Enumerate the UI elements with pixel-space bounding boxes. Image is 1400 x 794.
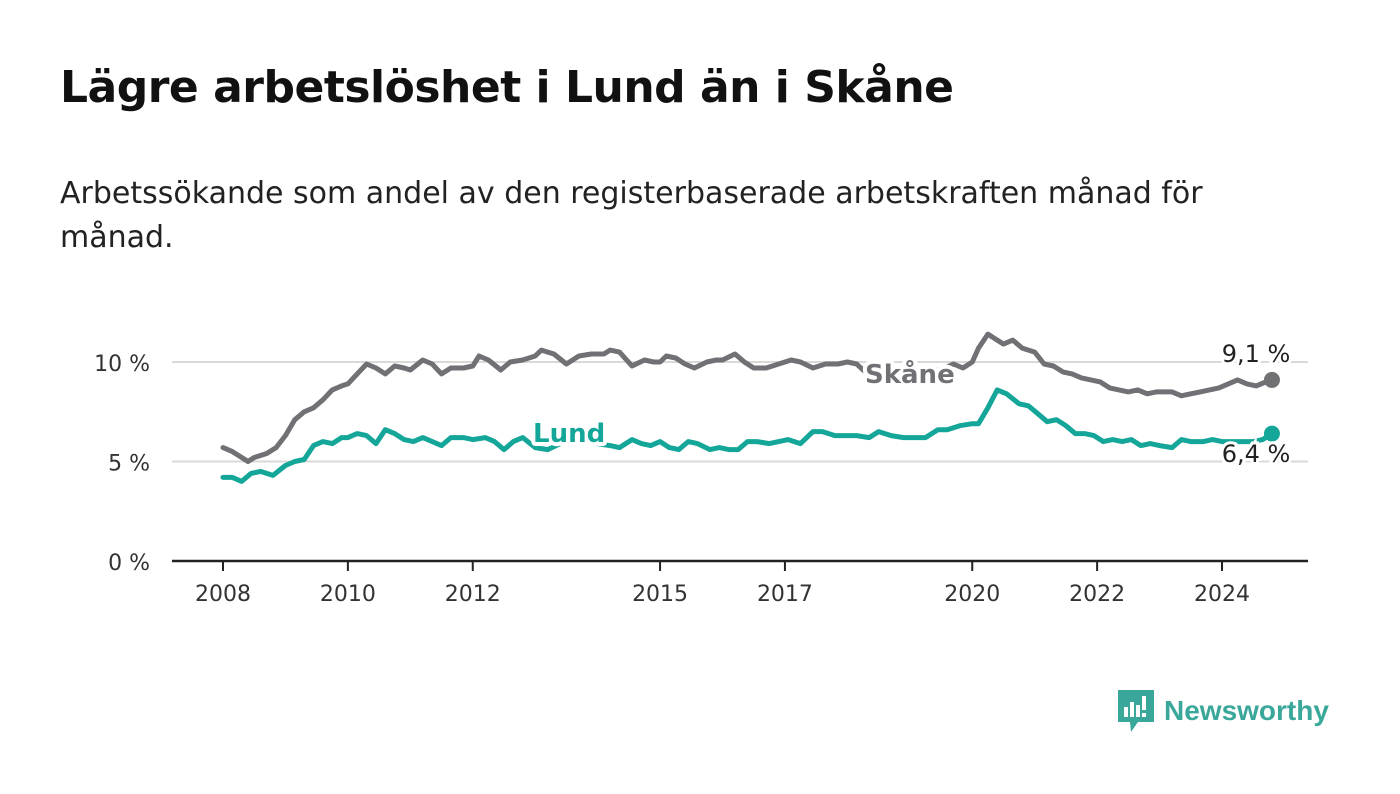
x-tick-label: 2022 bbox=[1069, 582, 1125, 607]
newsworthy-logo-icon bbox=[1118, 690, 1154, 732]
chart-subtitle: Arbetssökande som andel av den registerb… bbox=[60, 176, 1203, 255]
gridlines bbox=[172, 361, 1308, 463]
chart-title: Lägre arbetslöshet i Lund än i Skåne bbox=[60, 62, 954, 113]
y-tick-label: 10 % bbox=[94, 352, 150, 377]
end-point-lund bbox=[1263, 425, 1280, 442]
series-lines bbox=[220, 331, 1280, 484]
x-tick-label: 2020 bbox=[944, 582, 1000, 607]
series-label-lund: Lund bbox=[533, 419, 605, 449]
x-tick-label: 2010 bbox=[320, 582, 376, 607]
end-point-skane bbox=[1263, 371, 1280, 388]
end-label-skane: 9,1 % bbox=[1222, 340, 1291, 368]
series-labels: Skåne Lund 9,1 % 6,4 % bbox=[529, 337, 1293, 471]
series-line-skane bbox=[220, 331, 1275, 464]
y-tick-label: 5 % bbox=[108, 452, 150, 477]
end-label-lund: 6,4 % bbox=[1222, 440, 1291, 468]
y-tick-label: 0 % bbox=[108, 551, 150, 576]
series-label-skane: Skåne bbox=[865, 358, 955, 390]
series-line-lund bbox=[220, 387, 1275, 484]
x-tick-label: 2012 bbox=[445, 582, 501, 607]
x-tick-label: 2015 bbox=[632, 582, 688, 607]
x-tick-label: 2024 bbox=[1194, 582, 1250, 607]
x-tick-label: 2017 bbox=[757, 582, 813, 607]
axes: 0 % 5 % 10 % 2008 2010 2012 2015 2017 2020 2022 20… bbox=[94, 352, 1308, 607]
brand-name: Newsworthy bbox=[1164, 695, 1329, 726]
brand-logo[interactable]: Newsworthy bbox=[1118, 690, 1329, 732]
x-tick-label: 2008 bbox=[195, 582, 251, 607]
